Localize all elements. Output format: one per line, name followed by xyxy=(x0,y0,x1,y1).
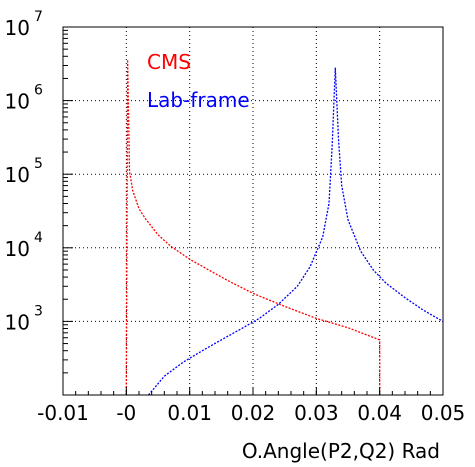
x-tick-label: 0.05 xyxy=(421,401,466,425)
series-group xyxy=(125,59,444,396)
x-tick-label: 0.01 xyxy=(167,401,212,425)
legend-label-1: CMS xyxy=(147,50,191,74)
y-tick-exponent: 3 xyxy=(34,303,43,319)
series-line-1 xyxy=(125,59,381,396)
y-tick-label: 10 xyxy=(5,16,30,40)
x-tick-label: 0.02 xyxy=(231,401,276,425)
x-tick-label: -0.01 xyxy=(37,401,89,425)
y-tick-exponent: 7 xyxy=(34,9,43,25)
series-line-2 xyxy=(148,67,444,396)
x-axis-title: O.Angle(P2,Q2) Rad xyxy=(242,439,440,463)
grid xyxy=(63,27,443,395)
y-tick-exponent: 5 xyxy=(34,156,43,172)
y-tick-label: 10 xyxy=(5,237,30,261)
legend: CMS Lab-frame xyxy=(147,50,250,112)
x-tick-label: 0.04 xyxy=(357,401,402,425)
y-tick-label: 10 xyxy=(5,163,30,187)
y-tick-label: 10 xyxy=(5,310,30,334)
x-tick-label: 0.03 xyxy=(294,401,339,425)
y-tick-exponent: 4 xyxy=(34,230,43,246)
x-tick-label: -0 xyxy=(116,401,136,425)
axis-ticks xyxy=(62,26,444,395)
y-tick-exponent: 6 xyxy=(34,83,43,99)
legend-label-2: Lab-frame xyxy=(147,88,250,112)
y-tick-label: 10 xyxy=(5,90,30,114)
x-tick-labels: -0.01 -0 0.01 0.02 0.03 0.04 0.05 xyxy=(37,401,465,425)
